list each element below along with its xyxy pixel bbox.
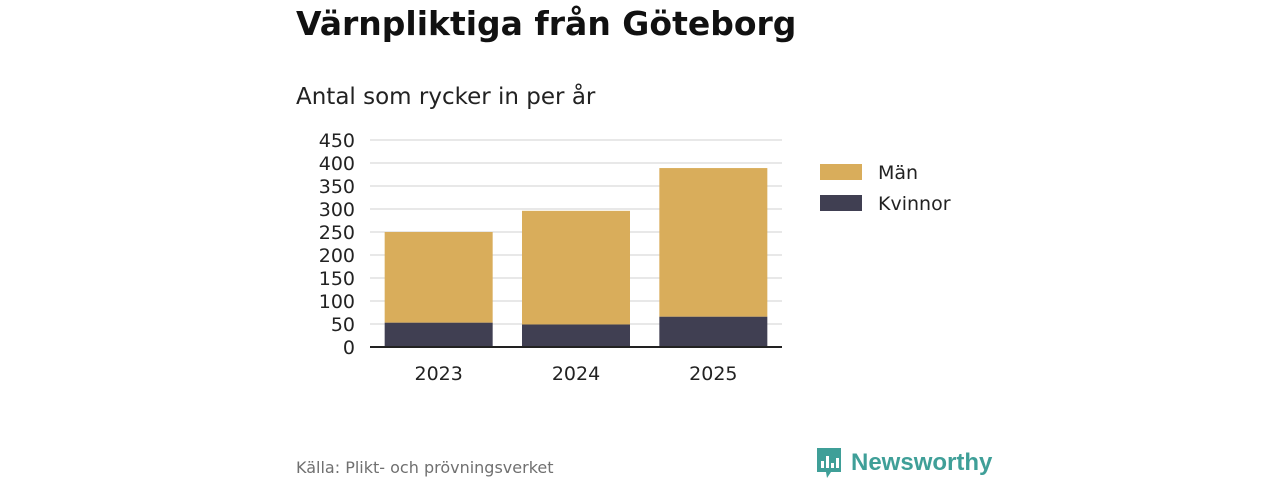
y-tick-label: 450 [319, 130, 355, 152]
y-tick-label: 300 [319, 199, 355, 221]
legend-swatch-man [820, 164, 862, 180]
newsworthy-logo-icon [817, 448, 841, 478]
y-tick-label: 250 [319, 222, 355, 244]
bar-man-2025 [659, 168, 768, 317]
brand-name: Newsworthy [851, 449, 993, 476]
bar-man-2024 [522, 210, 630, 325]
source-note: Källa: Plikt- och prövningsverket [296, 458, 554, 477]
x-tick-label: 2024 [552, 363, 600, 385]
x-tick-label: 2025 [689, 363, 737, 385]
y-tick-label: 100 [319, 291, 355, 313]
y-tick-label: 0 [343, 337, 355, 359]
legend-label: Kvinnor [878, 193, 951, 215]
x-tick-label: 2023 [414, 363, 462, 385]
bar-kvinnor-2024 [522, 324, 630, 347]
legend-swatch-kvinnor [820, 195, 862, 211]
bar-kvinnor-2025 [659, 316, 768, 347]
y-tick-label: 200 [319, 245, 355, 267]
brand-logo: Newsworthy [815, 446, 992, 480]
bar-man-2023 [384, 232, 493, 323]
legend-label: Män [878, 162, 918, 184]
y-tick-label: 350 [319, 176, 355, 198]
chart-title: Värnpliktiga från Göteborg [296, 4, 797, 43]
y-tick-label: 150 [319, 268, 355, 290]
y-tick-label: 50 [331, 314, 355, 336]
bar-kvinnor-2023 [384, 322, 493, 347]
chart-subtitle: Antal som rycker in per år [296, 84, 596, 110]
y-tick-label: 400 [319, 153, 355, 175]
